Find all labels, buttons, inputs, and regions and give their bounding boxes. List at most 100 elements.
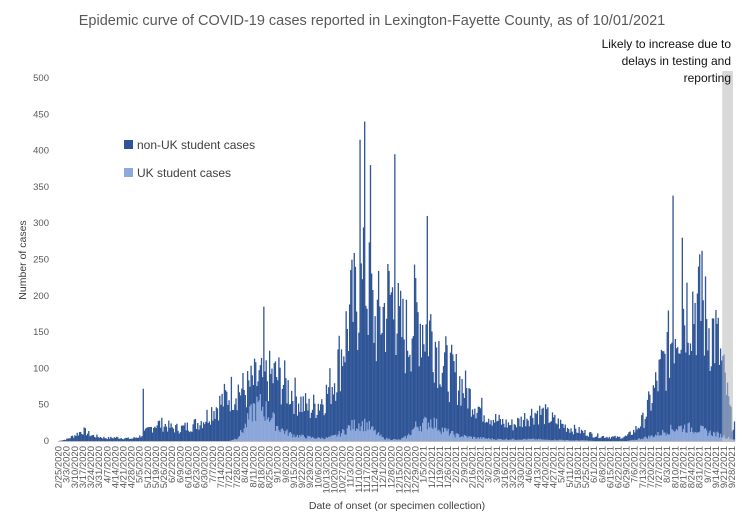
bar-non-uk bbox=[504, 427, 506, 441]
bar-uk bbox=[449, 433, 452, 441]
bar-uk bbox=[397, 439, 399, 441]
bar-non-uk bbox=[639, 426, 642, 441]
bar-non-uk bbox=[547, 407, 549, 441]
bar-non-uk bbox=[476, 412, 478, 441]
bar-uk bbox=[726, 438, 729, 441]
bar-non-uk bbox=[211, 407, 213, 441]
bar-non-uk bbox=[610, 436, 613, 441]
bar-non-uk bbox=[446, 345, 448, 441]
bar-non-uk bbox=[534, 412, 536, 441]
bar-uk bbox=[426, 429, 428, 441]
bar-non-uk bbox=[226, 391, 228, 441]
bar-uk bbox=[289, 431, 292, 441]
bar-non-uk bbox=[274, 361, 277, 441]
bar-uk bbox=[709, 430, 711, 441]
bar-uk bbox=[518, 439, 520, 441]
bar-uk bbox=[306, 438, 308, 441]
bar-non-uk bbox=[129, 438, 132, 441]
bar-uk bbox=[541, 439, 543, 441]
bar-non-uk bbox=[515, 427, 518, 441]
bar-uk bbox=[301, 434, 303, 441]
bar-uk bbox=[667, 434, 670, 441]
bar-non-uk bbox=[217, 420, 220, 441]
y-axis: 0 50 100 150 200 250 300 350 400 450 500 bbox=[33, 73, 49, 447]
bar-non-uk bbox=[665, 390, 667, 441]
bar-non-uk bbox=[543, 424, 546, 441]
bar-non-uk bbox=[561, 423, 563, 441]
bar-non-uk bbox=[105, 438, 107, 441]
bar-uk bbox=[577, 440, 579, 441]
bar-non-uk bbox=[463, 397, 466, 441]
bar-uk bbox=[318, 437, 321, 441]
bar-non-uk bbox=[660, 349, 663, 441]
bar-non-uk bbox=[366, 308, 368, 441]
bar-uk bbox=[331, 435, 333, 441]
bar-uk bbox=[471, 438, 474, 441]
bar-non-uk bbox=[300, 396, 302, 441]
bar-uk bbox=[233, 439, 235, 441]
bar-non-uk bbox=[712, 318, 715, 441]
legend-label-uk: UK student cases bbox=[137, 166, 231, 180]
bar-non-uk bbox=[354, 266, 357, 441]
bar-uk bbox=[434, 427, 437, 441]
bar-non-uk bbox=[549, 422, 551, 441]
bar-uk bbox=[522, 438, 525, 441]
bar-non-uk bbox=[572, 434, 575, 441]
bar-non-uk bbox=[365, 305, 367, 441]
bar-non-uk bbox=[686, 282, 688, 441]
bar-non-uk bbox=[616, 436, 619, 441]
bar-non-uk bbox=[439, 384, 441, 441]
bar-uk bbox=[435, 418, 438, 441]
bar-non-uk bbox=[597, 433, 599, 441]
bar-non-uk bbox=[307, 410, 309, 441]
bar-uk bbox=[351, 420, 353, 441]
bar-non-uk bbox=[711, 318, 714, 441]
bar-non-uk bbox=[416, 302, 418, 441]
bar-non-uk bbox=[315, 418, 317, 441]
bar-non-uk bbox=[431, 331, 433, 441]
bar-non-uk bbox=[434, 341, 437, 441]
bar-non-uk bbox=[328, 387, 330, 441]
bar-non-uk bbox=[120, 438, 122, 441]
bar-non-uk bbox=[598, 438, 600, 441]
bar-non-uk bbox=[555, 423, 557, 441]
bar-non-uk bbox=[661, 351, 664, 441]
bar-uk bbox=[506, 439, 508, 441]
bar-non-uk bbox=[474, 408, 476, 441]
x-tick-label: 7/14/2020 bbox=[216, 446, 227, 488]
bar-non-uk bbox=[426, 215, 428, 441]
y-tick-label: 350 bbox=[33, 182, 49, 193]
legend-swatch-uk bbox=[124, 168, 133, 177]
bar-uk bbox=[463, 434, 466, 441]
y-tick-label: 500 bbox=[33, 73, 49, 84]
bar-uk bbox=[679, 426, 681, 441]
bar-non-uk bbox=[418, 366, 420, 441]
bar-non-uk bbox=[127, 437, 129, 441]
bar-uk bbox=[546, 439, 548, 441]
chart-title: Epidemic curve of COVID-19 cases reporte… bbox=[79, 13, 666, 29]
bar-uk bbox=[410, 434, 412, 441]
bar-uk bbox=[696, 432, 699, 441]
bar-non-uk bbox=[679, 353, 681, 441]
bar-uk bbox=[264, 420, 266, 441]
bar-non-uk bbox=[578, 426, 580, 441]
bar-non-uk bbox=[403, 339, 405, 441]
bar-non-uk bbox=[375, 361, 377, 441]
bar-non-uk bbox=[594, 436, 597, 441]
bar-non-uk bbox=[506, 427, 508, 441]
x-tick-label: 5/4/2021 bbox=[557, 446, 568, 483]
bar-non-uk bbox=[542, 407, 544, 441]
bar-non-uk bbox=[175, 424, 177, 441]
bar-non-uk bbox=[490, 420, 492, 441]
x-axis-label: Date of onset (or specimen collection) bbox=[309, 500, 485, 512]
bar-uk bbox=[694, 431, 696, 441]
bar-non-uk bbox=[593, 437, 595, 441]
bar-non-uk bbox=[289, 403, 292, 441]
x-tick-label: 4/20/2021 bbox=[540, 446, 551, 488]
bar-uk bbox=[493, 439, 496, 441]
bar-non-uk bbox=[157, 421, 160, 441]
legend: non-UK student cases UK student cases bbox=[124, 138, 255, 180]
bar-non-uk bbox=[238, 392, 241, 441]
bar-uk bbox=[657, 431, 659, 441]
bar-uk bbox=[271, 417, 273, 441]
